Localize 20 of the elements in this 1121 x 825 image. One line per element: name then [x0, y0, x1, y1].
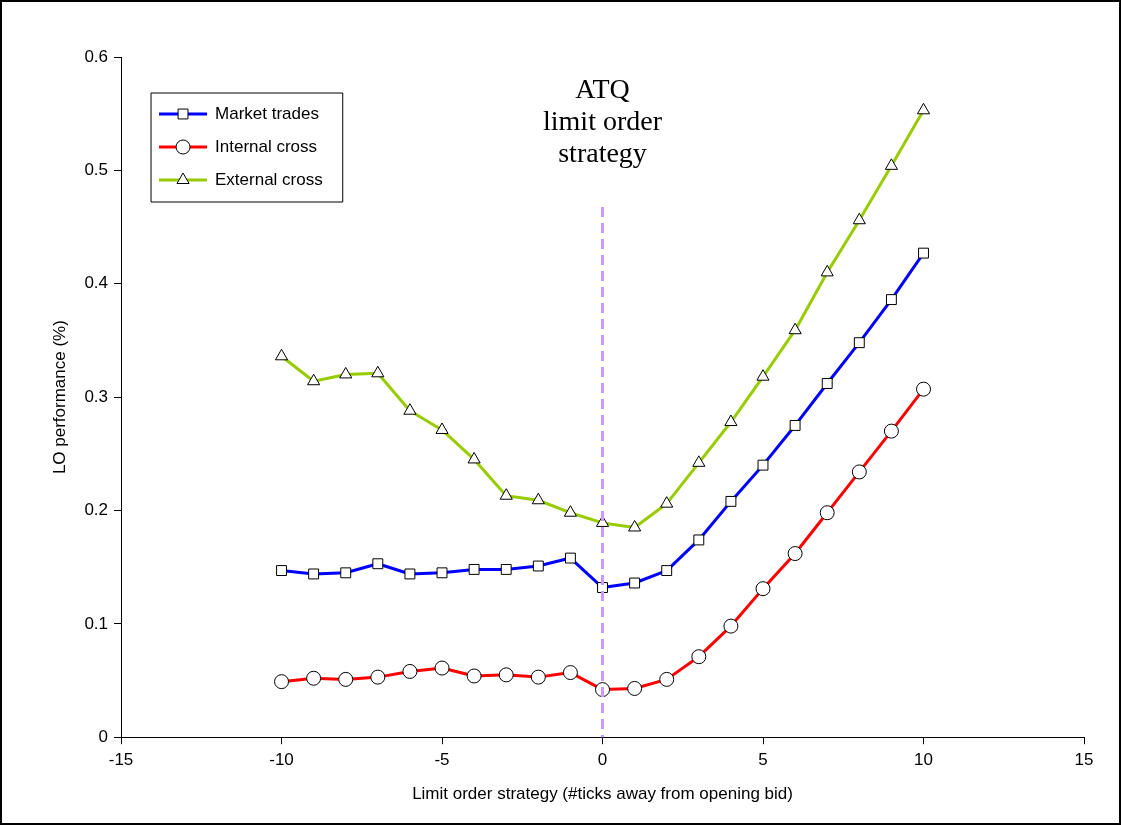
x-tick-label: 5	[758, 750, 768, 770]
legend-label: External cross	[215, 169, 323, 189]
legend-label: Internal cross	[215, 136, 318, 156]
y-tick-label: 0.6	[84, 46, 109, 66]
x-tick-label: 15	[1074, 750, 1094, 770]
y-tick-label: 0	[98, 726, 109, 746]
y-tick-label: 0.3	[84, 386, 109, 406]
y-axis-title: LO performance (%)	[49, 320, 69, 475]
legend-label: Market trades	[215, 103, 319, 123]
x-tick-label: -10	[269, 750, 294, 770]
ref-line-label: ATQ limit order strategy	[543, 73, 663, 169]
x-axis-title: Limit order strategy (#ticks away from opening bid)	[412, 784, 793, 804]
x-tick-label: 10	[914, 750, 933, 770]
y-tick-label: 0.4	[84, 273, 109, 293]
y-tick-label: 0.1	[84, 613, 109, 633]
x-tick-label: -5	[434, 750, 450, 770]
y-tick-label: 0.5	[84, 160, 109, 180]
y-tick-label: 0.2	[84, 500, 109, 520]
x-tick-label: -15	[108, 750, 134, 770]
x-tick-label: 0	[597, 750, 608, 770]
